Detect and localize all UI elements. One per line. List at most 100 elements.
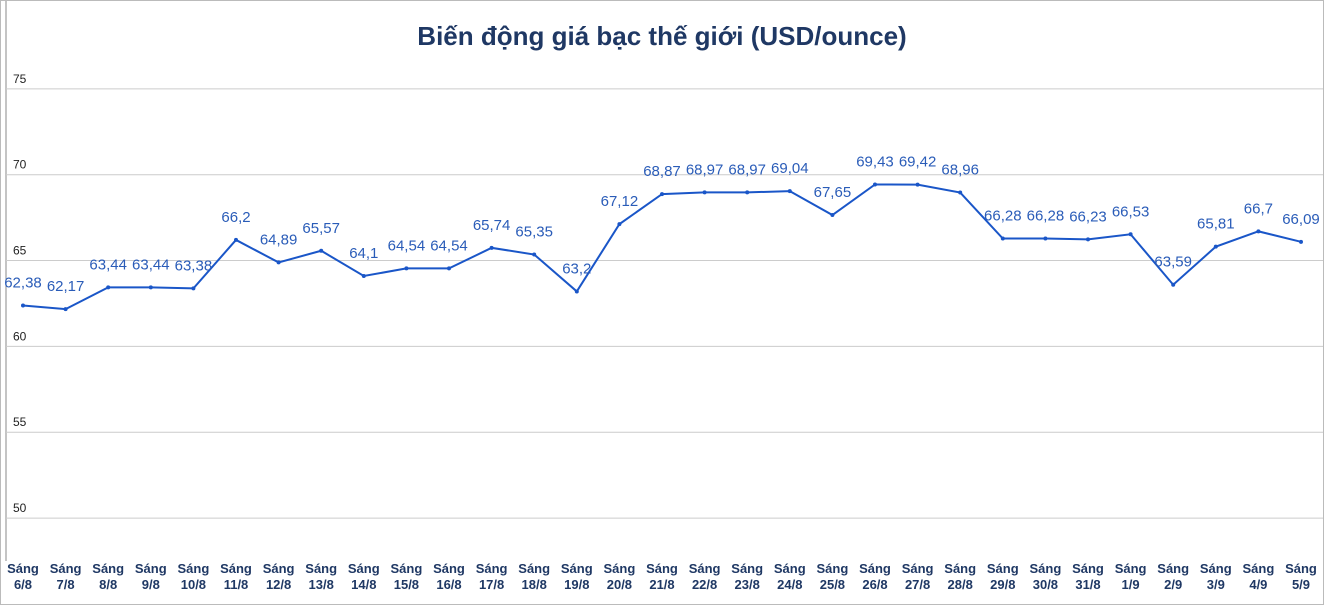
point: [1171, 282, 1176, 287]
x-tick-label: Sáng 14/8: [347, 561, 380, 592]
point: [1299, 239, 1303, 244]
x-tick-label: Sáng 15/8: [390, 561, 423, 592]
x-tick-label: Sáng 27/8: [901, 561, 934, 592]
point: [234, 237, 238, 242]
data-label: 66,53: [1112, 203, 1150, 220]
x-tick-label: Sáng 24/8: [773, 561, 806, 592]
point: [361, 273, 366, 278]
data-label: 68,96: [941, 162, 979, 179]
x-tick-label: Sáng 30/8: [1029, 561, 1062, 592]
point: [830, 213, 835, 218]
y-tick-label: 65: [13, 244, 27, 258]
x-tick-label: Sáng 31/8: [1072, 561, 1104, 592]
point: [489, 245, 494, 250]
data-label: 66,23: [1069, 208, 1107, 225]
point: [191, 286, 196, 291]
x-tick-label: Sáng 4/9: [1242, 561, 1275, 592]
point: [873, 182, 877, 187]
x-tick-label: Sáng 7/8: [49, 561, 82, 592]
data-label: 68,87: [643, 163, 681, 180]
data-label: 63,44: [89, 256, 127, 273]
point: [702, 190, 707, 195]
point: [63, 307, 68, 312]
x-tick-label: Sáng 3/9: [1199, 561, 1232, 592]
data-label: 63,38: [175, 257, 213, 274]
point: [21, 303, 25, 308]
line: [22, 183, 1302, 311]
data-label: 62,38: [4, 275, 42, 292]
data-label: 64,54: [430, 237, 468, 254]
data-label: 64,89: [260, 231, 298, 248]
chart-title: Biến động giá bạc thế giới (USD/ounce): [417, 21, 906, 51]
point: [787, 189, 792, 194]
data-label: 66,28: [984, 208, 1022, 225]
data-label: 65,35: [515, 224, 553, 241]
data-label: 63,44: [132, 256, 170, 273]
y-tick-label: 55: [13, 415, 27, 429]
x-tick-label: Sáng 1/9: [1114, 561, 1147, 592]
y-tick-label: 50: [13, 501, 27, 515]
data-label: 65,57: [302, 220, 340, 237]
point: [915, 182, 920, 187]
point: [660, 192, 664, 197]
data-label: 63,2: [562, 260, 591, 277]
x-tick-label: Sáng 23/8: [731, 561, 764, 592]
point: [617, 222, 622, 227]
data-label: 64,54: [388, 237, 426, 254]
point: [106, 285, 111, 290]
data-label: 69,42: [899, 154, 937, 171]
data-label: 67,65: [814, 184, 852, 201]
x-tick-label: Sáng 26/8: [859, 561, 891, 592]
data-label: 66,09: [1282, 211, 1320, 228]
point: [1000, 236, 1005, 241]
data-label: 66,28: [1027, 208, 1065, 225]
point: [447, 266, 451, 271]
x-tick-label: Sáng 13/8: [305, 561, 338, 592]
data-label: 69,04: [771, 160, 809, 177]
x-tick-label: Sáng 25/8: [816, 561, 849, 592]
x-tick-label: Sáng 9/8: [134, 561, 167, 592]
point: [958, 190, 963, 195]
x-tick-label: Sáng 21/8: [646, 561, 678, 592]
data-label: 62,17: [47, 278, 85, 295]
point: [148, 285, 153, 290]
x-tick-label: Sáng 6/8: [7, 561, 39, 592]
point: [1086, 237, 1090, 242]
data-label: 63,59: [1154, 254, 1192, 271]
point: [1128, 232, 1133, 237]
point: [1256, 229, 1261, 234]
data-label: 65,74: [473, 217, 511, 234]
y-tick-label: 60: [13, 329, 27, 343]
data-label: 66,7: [1244, 200, 1273, 217]
x-tick-label: Sáng 29/8: [986, 561, 1019, 592]
point: [532, 252, 537, 257]
x-tick-label: Sáng 28/8: [944, 561, 977, 592]
x-tick-label: Sáng 12/8: [262, 561, 295, 592]
x-tick-label: Sáng 10/8: [177, 561, 210, 592]
point: [745, 190, 750, 195]
point: [404, 266, 409, 271]
y-tick-label: 70: [13, 158, 27, 172]
x-tick-label: Sáng 16/8: [433, 561, 465, 592]
data-label: 67,12: [601, 193, 639, 210]
data-label: 68,97: [686, 161, 724, 178]
x-tick-label: Sáng 11/8: [220, 561, 252, 592]
point: [1043, 236, 1048, 241]
x-tick-label: Sáng 8/8: [92, 561, 125, 592]
data-label: 68,97: [728, 161, 766, 178]
x-tick-label: Sáng 17/8: [475, 561, 508, 592]
data-label: 64,1: [349, 245, 378, 262]
point: [276, 260, 281, 265]
point: [319, 248, 324, 253]
point: [1213, 244, 1218, 249]
x-tick-label: Sáng 22/8: [688, 561, 721, 592]
data-label: 65,81: [1197, 216, 1235, 233]
x-tick-label: Sáng 18/8: [518, 561, 551, 592]
x-tick-label: Sáng 20/8: [603, 561, 636, 592]
x-tick-label: Sáng 5/9: [1285, 561, 1317, 592]
data-label: 69,43: [856, 153, 894, 170]
point: [574, 289, 579, 294]
data-label: 66,2: [221, 209, 250, 226]
